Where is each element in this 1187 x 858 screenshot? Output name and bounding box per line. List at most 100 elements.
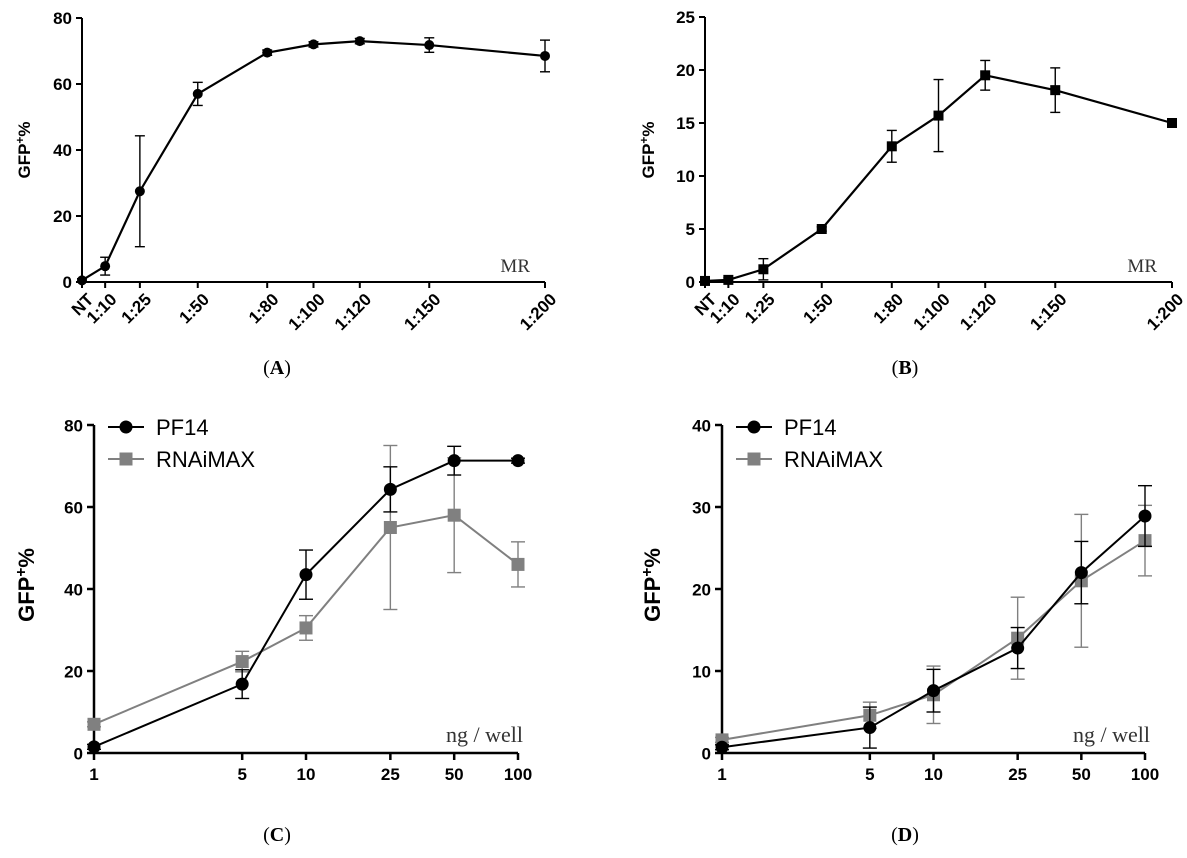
series-pf14 xyxy=(87,445,525,754)
data-point xyxy=(863,721,877,735)
y-tick-label: 40 xyxy=(64,580,83,599)
data-point xyxy=(424,40,435,51)
data-point xyxy=(816,224,827,234)
x-tick-label: 100 xyxy=(1131,765,1159,784)
legend-label: RNAiMAX xyxy=(156,447,255,472)
data-point xyxy=(1050,85,1061,96)
legend-entry: RNAiMAX xyxy=(108,447,255,472)
x-tick-label: 1:25 xyxy=(118,290,155,327)
x-axis-label: ng / well xyxy=(446,722,523,747)
legend-marker xyxy=(747,452,761,466)
series-line xyxy=(81,39,546,282)
panel-label: (A) xyxy=(263,357,291,379)
series-gfp- xyxy=(77,36,550,286)
legend-label: PF14 xyxy=(156,415,209,440)
x-tick-label: 1:80 xyxy=(245,290,282,327)
x-tick-label: 50 xyxy=(1072,765,1091,784)
x-tick-label: 5 xyxy=(237,765,246,784)
data-point xyxy=(927,684,940,698)
data-point xyxy=(447,508,461,522)
data-point xyxy=(383,482,397,496)
x-tick-label: 1:50 xyxy=(800,290,837,327)
y-axis-label: GFP+% xyxy=(639,548,665,622)
y-tick-label: 20 xyxy=(676,61,695,80)
panel-label: (D) xyxy=(891,824,919,846)
data-point xyxy=(308,39,319,50)
data-point xyxy=(540,50,550,61)
y-tick-label: 80 xyxy=(53,9,72,28)
x-tick-label: 1:200 xyxy=(516,290,560,334)
y-axis-label: GFP+% xyxy=(13,121,34,178)
data-point xyxy=(980,70,991,81)
x-axis-label: MR xyxy=(1127,256,1157,277)
data-point xyxy=(1167,118,1177,128)
y-tick-label: 40 xyxy=(53,141,72,160)
data-point xyxy=(100,261,111,272)
data-point xyxy=(723,274,734,285)
data-point xyxy=(192,88,203,99)
x-tick-label: 10 xyxy=(297,765,316,784)
y-tick-label: 0 xyxy=(702,744,711,763)
data-point xyxy=(700,275,710,286)
y-axis-label: GFP+% xyxy=(13,548,39,622)
legend-marker xyxy=(119,452,133,466)
y-tick-label: 20 xyxy=(692,580,711,599)
data-point xyxy=(354,36,365,47)
series-gfp- xyxy=(700,59,1177,286)
y-tick-label: 20 xyxy=(53,207,72,226)
legend-marker xyxy=(747,420,761,434)
y-tick-label: 80 xyxy=(64,416,83,435)
data-point xyxy=(1011,641,1025,655)
y-tick-label: 60 xyxy=(53,75,72,94)
legend-marker xyxy=(119,420,133,434)
x-tick-label: 1:80 xyxy=(870,290,907,327)
x-tick-label: 1:25 xyxy=(741,290,778,327)
y-tick-label: 15 xyxy=(676,114,695,133)
data-point xyxy=(262,47,273,58)
x-tick-label: 1:150 xyxy=(400,290,444,334)
data-point xyxy=(758,264,769,275)
panel-label: (B) xyxy=(892,357,919,379)
panel-label: (C) xyxy=(263,824,291,846)
data-point xyxy=(235,677,249,691)
y-tick-label: 20 xyxy=(64,662,83,681)
y-tick-label: 10 xyxy=(692,662,711,681)
data-point xyxy=(87,717,101,731)
y-tick-label: 25 xyxy=(676,8,695,27)
data-point xyxy=(299,621,313,635)
x-tick-label: 100 xyxy=(504,765,532,784)
data-point xyxy=(511,454,525,468)
x-tick-label: 50 xyxy=(445,765,464,784)
x-tick-label: 1:150 xyxy=(1026,290,1070,334)
x-tick-label: 5 xyxy=(865,765,874,784)
data-point xyxy=(87,740,101,754)
data-point xyxy=(383,521,397,534)
x-tick-label: 1:120 xyxy=(956,290,1000,334)
series-line xyxy=(721,515,1146,749)
data-point xyxy=(1138,509,1152,523)
x-tick-label: 25 xyxy=(1008,765,1027,784)
data-point xyxy=(715,740,729,754)
x-tick-label: 1:200 xyxy=(1143,290,1187,334)
y-tick-label: 0 xyxy=(63,273,72,292)
series-pf14 xyxy=(715,484,1152,754)
legend-label: PF14 xyxy=(784,415,837,440)
legend-entry: PF14 xyxy=(108,415,209,440)
data-point xyxy=(511,557,525,571)
x-tick-label: 1:100 xyxy=(910,290,954,334)
legend-entry: PF14 xyxy=(736,415,837,440)
x-tick-label: 25 xyxy=(381,765,400,784)
series-line xyxy=(93,459,518,748)
y-tick-label: 10 xyxy=(676,167,695,186)
data-point xyxy=(886,141,897,152)
series-line xyxy=(721,539,1146,741)
x-axis-label: ng / well xyxy=(1073,722,1150,747)
x-tick-label: 1 xyxy=(89,765,98,784)
data-point xyxy=(235,655,249,669)
data-point xyxy=(134,186,145,197)
data-point xyxy=(77,275,87,286)
x-tick-label: 10 xyxy=(924,765,943,784)
